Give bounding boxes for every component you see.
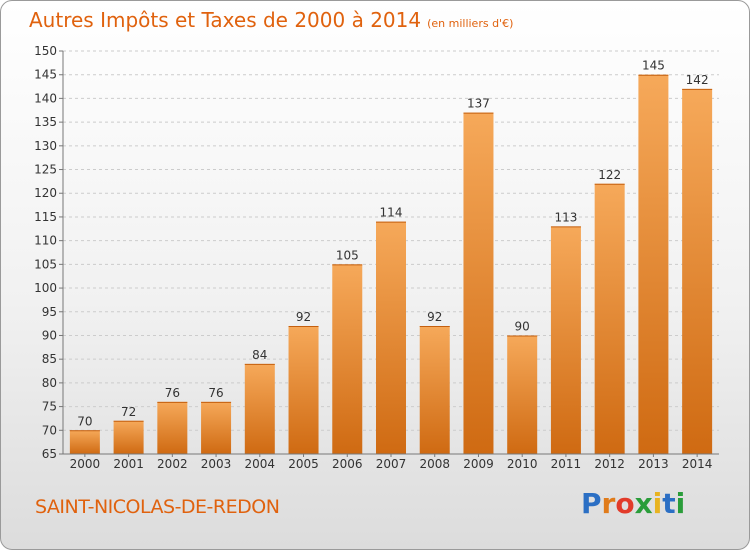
y-tick-label: 125 bbox=[34, 163, 57, 177]
y-tick-label: 75 bbox=[42, 400, 57, 414]
y-tick-label: 80 bbox=[42, 376, 57, 390]
bar-2012 bbox=[594, 183, 625, 455]
y-tick-label: 120 bbox=[34, 186, 57, 200]
data-label: 70 bbox=[77, 414, 92, 428]
chart-title-text: Autres Impôts et Taxes de 2000 à 2014 bbox=[29, 8, 422, 32]
y-tick-label: 70 bbox=[42, 423, 57, 437]
logo-letter: i bbox=[675, 487, 686, 520]
logo-letter: o bbox=[615, 487, 635, 520]
data-label: 145 bbox=[642, 59, 665, 73]
bar-2013 bbox=[638, 74, 669, 455]
data-label: 90 bbox=[515, 319, 530, 333]
x-tick-label: 2013 bbox=[638, 457, 669, 471]
y-tick-label: 135 bbox=[34, 115, 57, 129]
y-tick-label: 115 bbox=[34, 210, 57, 224]
logo-letter: x bbox=[634, 487, 653, 520]
bar-2006 bbox=[332, 264, 363, 454]
bar-2003 bbox=[201, 401, 232, 454]
y-tick-label: 130 bbox=[34, 139, 57, 153]
x-tick-label: 2007 bbox=[376, 457, 407, 471]
bar-2007 bbox=[376, 221, 406, 454]
x-tick-label: 2003 bbox=[201, 457, 232, 471]
y-tick-label: 145 bbox=[34, 68, 57, 82]
logo-letter: P bbox=[581, 487, 602, 520]
data-label: 72 bbox=[121, 405, 136, 419]
bar-2011 bbox=[550, 226, 581, 454]
y-tick-label: 100 bbox=[34, 281, 57, 295]
town-name: SAINT-NICOLAS-DE-REDON bbox=[35, 496, 280, 518]
x-tick-label: 2001 bbox=[113, 457, 144, 471]
x-tick-label: 2004 bbox=[245, 457, 276, 471]
data-label: 76 bbox=[165, 386, 180, 400]
x-axis-ticks: 2000 2001 2002 2003 2004 2005 2006 2007 2008 2009… bbox=[70, 454, 713, 471]
bar-2002 bbox=[157, 401, 188, 454]
bar-2001 bbox=[113, 420, 144, 454]
data-label: 114 bbox=[380, 206, 403, 220]
data-label: 122 bbox=[598, 168, 621, 182]
logo-letter: i bbox=[652, 487, 663, 520]
data-label: 137 bbox=[467, 97, 490, 111]
bar-2004 bbox=[244, 363, 275, 454]
y-tick-label: 95 bbox=[42, 305, 57, 319]
y-axis-ticks: 65 70 75 80 85 90 95 100 105 110 115 120 125 130 135 14… bbox=[34, 44, 63, 461]
data-label: 92 bbox=[296, 310, 311, 324]
logo-letter: r bbox=[601, 487, 616, 520]
chart-title: Autres Impôts et Taxes de 2000 à 2014 (en… bbox=[29, 8, 513, 32]
proxiti-logo: Proxiti bbox=[581, 487, 685, 520]
x-tick-label: 2005 bbox=[288, 457, 319, 471]
x-tick-label: 2009 bbox=[463, 457, 494, 471]
data-label: 92 bbox=[427, 310, 442, 324]
bar-2008 bbox=[419, 325, 450, 454]
x-tick-label: 2011 bbox=[551, 457, 582, 471]
data-label: 84 bbox=[252, 348, 267, 362]
bar-2009 bbox=[463, 112, 494, 455]
x-tick-label: 2006 bbox=[332, 457, 363, 471]
y-tick-label: 150 bbox=[34, 44, 57, 58]
chart-unit-label: (en milliers d'€) bbox=[427, 17, 514, 30]
data-label: 142 bbox=[686, 73, 709, 87]
x-tick-label: 2012 bbox=[594, 457, 625, 471]
x-tick-label: 2014 bbox=[682, 457, 713, 471]
bar-2014 bbox=[682, 88, 713, 454]
bar-2005 bbox=[288, 325, 319, 454]
x-tick-label: 2002 bbox=[157, 457, 188, 471]
x-tick-label: 2008 bbox=[419, 457, 450, 471]
data-label: 113 bbox=[554, 210, 577, 224]
y-tick-label: 90 bbox=[42, 328, 57, 342]
logo-letter: t bbox=[662, 487, 676, 520]
x-tick-label: 2000 bbox=[70, 457, 101, 471]
x-tick-label: 2010 bbox=[507, 457, 538, 471]
y-tick-label: 65 bbox=[42, 447, 57, 461]
bars bbox=[69, 74, 713, 455]
data-labels: 70 72 76 76 84 92 105 114 92 137 90 113 122 145 142 bbox=[77, 59, 708, 429]
y-tick-label: 105 bbox=[34, 257, 57, 271]
y-tick-label: 110 bbox=[34, 234, 57, 248]
bar-2000 bbox=[69, 430, 100, 454]
y-tick-label: 85 bbox=[42, 352, 57, 366]
data-label: 105 bbox=[336, 248, 359, 262]
bar-2010 bbox=[507, 335, 538, 454]
data-label: 76 bbox=[208, 386, 223, 400]
y-tick-label: 140 bbox=[34, 91, 57, 105]
